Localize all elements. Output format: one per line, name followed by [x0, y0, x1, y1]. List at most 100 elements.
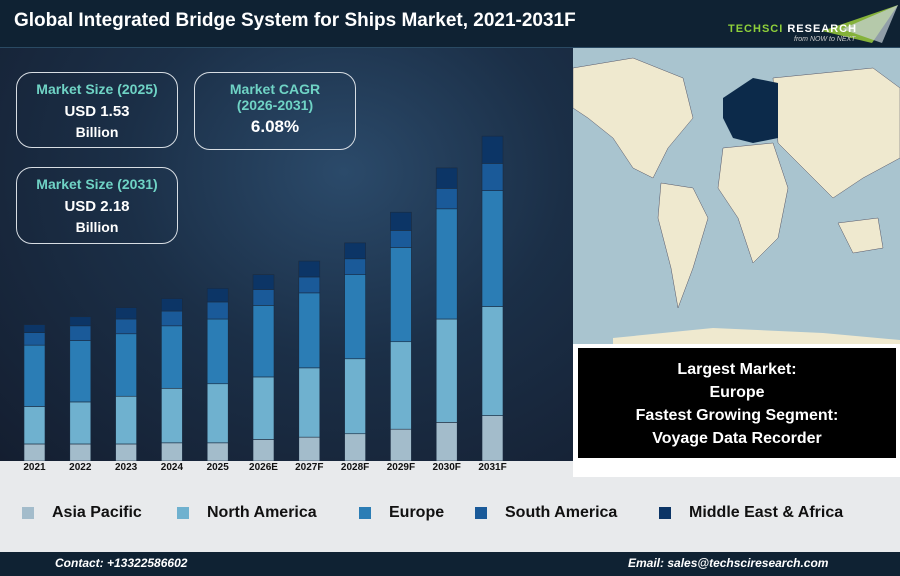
- bar-segment-2031F-3: [481, 163, 504, 191]
- legend-item-europe: Europe: [359, 504, 444, 522]
- bar-segment-2024-4: [161, 298, 183, 312]
- bar-segment-2026E-3: [252, 289, 275, 306]
- bar-segment-2030F-1: [435, 318, 458, 423]
- x-axis: 2021 2022 2023 2024 2025 2026E 2027F 2028F 2029F…: [0, 461, 573, 477]
- bar-segment-2029F-4: [390, 211, 412, 231]
- bar-segment-2028F-1: [344, 358, 366, 435]
- bar-segment-2026E-2: [252, 305, 275, 378]
- footer-contact: Contact: +13322586602: [55, 556, 188, 570]
- kpi-unit: Billion: [75, 124, 119, 140]
- legend-swatch: [177, 507, 189, 519]
- bar-segment-2026E-0: [252, 439, 275, 462]
- europe-highlight: [723, 78, 778, 143]
- bar-segment-2031F-4: [481, 135, 504, 164]
- bar-segment-2027F-4: [298, 260, 321, 278]
- bar-segment-2023-2: [115, 333, 137, 397]
- legend-label: Middle East & Africa: [689, 504, 844, 521]
- legend-label: Europe: [389, 504, 445, 521]
- legend-item-south-america: South America: [475, 504, 617, 522]
- x-tick-label: 2023: [114, 462, 138, 473]
- footer: Contact: +13322586602 Email: sales@techs…: [0, 552, 900, 576]
- bar-segment-2025-2: [206, 318, 229, 385]
- logo-text: TECHSCI RESEARCH: [728, 23, 858, 35]
- bar-segment-2028F-2: [344, 274, 366, 360]
- bar-segment-2026E-1: [252, 376, 275, 440]
- bar-segment-2029F-0: [390, 428, 412, 462]
- kpi-value: USD 1.53: [64, 103, 130, 120]
- bar-segment-2022-1: [69, 401, 92, 445]
- bar-segment-2025-4: [206, 288, 229, 303]
- fastest-segment-value: Voyage Data Recorder: [652, 430, 822, 447]
- legend-label: North America: [207, 504, 317, 521]
- bar-segment-2021-4: [23, 324, 46, 333]
- world-map: [572, 48, 900, 344]
- bar-segment-2022-2: [69, 340, 92, 403]
- x-tick-label: 2029F: [386, 462, 416, 473]
- info-box: Largest Market: Europe Fastest Growing S…: [576, 346, 898, 460]
- stacked-bar-chart: [23, 135, 504, 462]
- world-map-image: [572, 57, 900, 344]
- logo-tagline: from NOW to NEXT: [794, 36, 856, 43]
- bar-segment-2027F-1: [298, 367, 321, 438]
- bar-segment-2023-4: [115, 307, 137, 320]
- bar-segment-2029F-1: [390, 341, 412, 430]
- bar-segment-2028F-4: [344, 242, 366, 260]
- bar-segment-2027F-2: [298, 292, 321, 369]
- largest-market-label: Largest Market:: [677, 361, 797, 378]
- bar-segment-2024-3: [161, 310, 183, 327]
- legend-item-middle-east-africa: Middle East & Africa: [659, 504, 843, 522]
- x-tick-label: 2022: [69, 462, 92, 473]
- kpi-value: 6.08%: [250, 117, 300, 136]
- x-tick-label: 2026E: [249, 462, 278, 473]
- chart-panel: [0, 48, 573, 462]
- bar-segment-2030F-0: [435, 422, 458, 462]
- kpi-cagr: Market CAGR (2026-2031) 6.08%: [194, 72, 356, 150]
- footer-email[interactable]: Email: sales@techsciresearch.com: [628, 556, 829, 570]
- kpi-value: USD 2.18: [64, 198, 130, 215]
- bar-segment-2031F-0: [481, 415, 504, 462]
- fastest-segment-label: Fastest Growing Segment:: [635, 407, 839, 424]
- bar-segment-2029F-2: [390, 247, 412, 343]
- kpi-market-size-2031: Market Size (2031) USD 2.18 Billion: [16, 167, 178, 244]
- kpi-market-size-2025: Market Size (2025) USD 1.53 Billion: [16, 72, 178, 148]
- bar-segment-2030F-2: [435, 208, 458, 320]
- legend-label: Asia Pacific: [52, 504, 142, 521]
- chart-legend: Asia Pacific North America Europe South …: [0, 477, 900, 552]
- bar-segment-2027F-3: [298, 276, 321, 294]
- header: Global Integrated Bridge System for Ship…: [0, 0, 900, 48]
- bar-segment-2023-0: [115, 443, 137, 462]
- bar-segment-2021-0: [23, 443, 46, 462]
- bar-segment-2024-1: [161, 387, 183, 444]
- legend-swatch: [359, 507, 371, 519]
- legend-swatch: [659, 507, 671, 519]
- bar-segment-2028F-3: [344, 258, 366, 275]
- x-tick-label: 2024: [160, 462, 184, 473]
- x-tick-label: 2027F: [295, 462, 324, 473]
- bar-segment-2025-3: [206, 301, 229, 320]
- legend-item-north-america: North America: [177, 504, 317, 522]
- x-tick-label: 2030F: [432, 462, 461, 473]
- legend-item-asia-pacific: Asia Pacific: [22, 504, 142, 522]
- bar-segment-2026E-4: [252, 274, 275, 290]
- bar-segment-2021-3: [23, 332, 46, 346]
- bar-segment-2030F-3: [435, 188, 458, 210]
- kpi-label: Market Size (2025): [36, 81, 158, 97]
- bar-segment-2023-1: [115, 395, 137, 445]
- legend-swatch: [22, 507, 34, 519]
- kpi-label: Market CAGR (2026-2031): [229, 81, 321, 113]
- page-title: Global Integrated Bridge System for Ship…: [14, 10, 576, 31]
- bar-segment-2031F-1: [481, 306, 504, 416]
- kpi-unit: Billion: [75, 219, 119, 235]
- bar-segment-2024-2: [161, 325, 183, 389]
- bar-segment-2025-0: [206, 442, 229, 462]
- x-tick-label: 2021: [23, 462, 46, 473]
- kpi-label: Market Size (2031): [36, 176, 158, 192]
- legend-swatch: [475, 507, 487, 519]
- bar-segment-2021-2: [23, 344, 46, 407]
- bar-segment-2028F-0: [344, 433, 366, 462]
- x-tick-label: 2028F: [340, 462, 370, 473]
- bar-segment-2021-1: [23, 406, 46, 445]
- bar-segment-2027F-0: [298, 436, 321, 462]
- techsci-logo: TECHSCI RESEARCH from NOW to NEXT: [722, 3, 898, 45]
- legend-label: South America: [505, 504, 618, 521]
